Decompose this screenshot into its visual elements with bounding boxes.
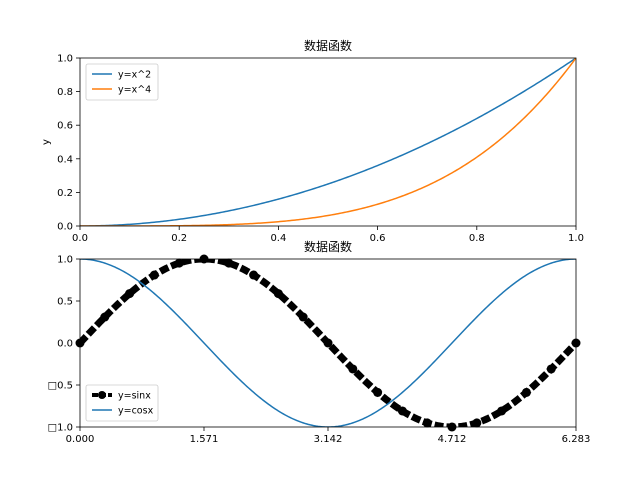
y-tick-label: 0.6 [57,121,73,132]
x-tick-label: 6.283 [562,434,591,445]
series-marker-sinx [373,387,383,397]
y-axis-label: y [41,139,52,145]
x-tick-label: 1.0 [568,233,584,244]
series-marker-sinx [100,312,110,322]
y-tick-label: 1.0 [57,255,73,266]
series-marker-sinx [224,258,234,268]
series-marker-sinx [273,289,283,299]
series-marker-sinx [348,364,358,374]
legend-marker-sinx [98,391,106,399]
x-tick-label: 3.142 [314,434,343,445]
y-tick-label: 0.8 [57,87,73,98]
x-tick-label: 1.571 [190,434,219,445]
x-tick-label: 0.6 [370,233,386,244]
axes-frame [79,57,577,227]
axes-frame [79,258,577,428]
x-tick-label: 0.8 [469,233,485,244]
series-line-0 [80,58,576,226]
legend: y=x^2 y=x^4 [85,63,159,101]
top-chart: 数据函数 y 0.0 0.2 0.4 0.6 0.8 1.0 0.0 0.2 0.4 0.6 0.8 1.… [41,38,584,244]
y-tick-label: 0.5 [57,297,73,308]
y-tick-label: 0.0 [57,339,73,350]
x-tick-label: 0.4 [270,233,286,244]
x-tick-label: 4.712 [438,434,467,445]
x-tick-label: 0.0 [72,233,88,244]
series-marker-sinx [472,418,482,428]
chart-title: 数据函数 [304,38,352,53]
legend-label: y=sinx [118,391,151,402]
y-tick-label: □1.0 [48,423,73,434]
y-tick-label: 0.2 [57,188,73,199]
series-line-1 [80,259,576,427]
series-marker-sinx [249,270,259,280]
legend-label: y=x^2 [118,70,151,81]
x-tick-label: 0.000 [66,434,95,445]
y-tick-label: □0.5 [48,381,73,392]
series-marker-sinx [546,364,556,374]
series-marker-sinx [149,270,159,280]
legend-label: y=x^4 [118,85,151,96]
series-marker-sinx [298,312,308,322]
series-marker-sinx [422,418,432,428]
series-marker-sinx [174,258,184,268]
series-marker-sinx [497,406,507,416]
series-marker-sinx [397,406,407,416]
bottom-chart: 数据函数 0.000 1.571 3.142 4.712 6.283 □1.0 □0.5 0.0… [48,239,591,445]
y-tick-label: 0.0 [57,222,73,233]
y-tick-label: 1.0 [57,54,73,65]
chart-title: 数据函数 [304,239,352,254]
x-tick-label: 0.2 [171,233,187,244]
legend-label: y=cosx [118,406,154,417]
y-tick-label: 0.4 [57,154,73,165]
legend-frame [85,63,159,101]
series-marker-sinx [323,338,333,348]
series-marker-sinx [521,387,531,397]
series-marker-sinx [125,289,135,299]
legend: y=sinx y=cosx [85,384,159,422]
